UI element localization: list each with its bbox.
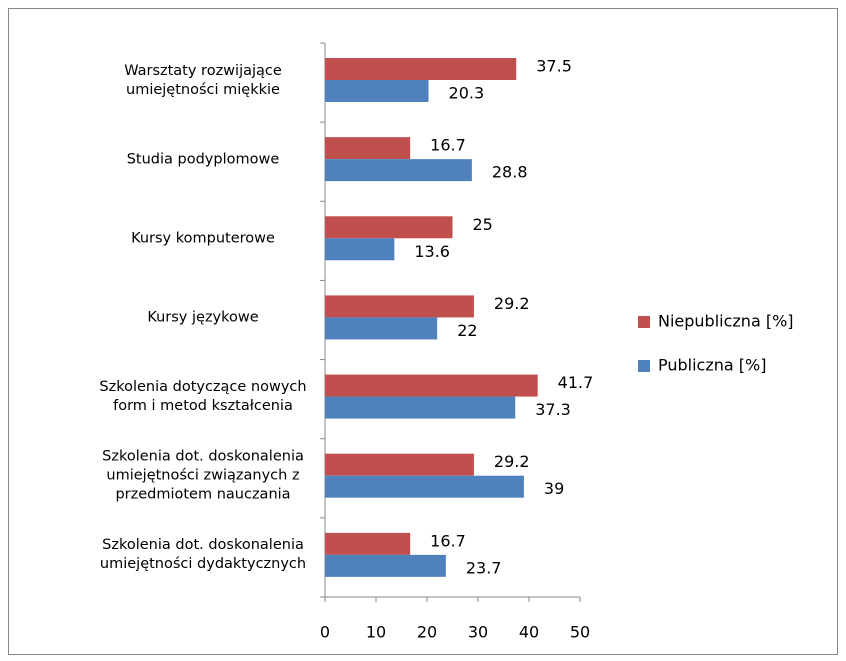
category-label: Kursy komputerowe [131, 230, 275, 247]
bar [325, 396, 516, 419]
x-tick-label: 10 [366, 623, 386, 642]
bar [325, 137, 411, 160]
bar [325, 554, 446, 577]
value-label: 16.7 [430, 136, 466, 155]
category-label: Szkolenia dotyczące nowych form i metod … [99, 379, 307, 415]
x-tick-label: 40 [519, 623, 539, 642]
value-label: 39 [544, 479, 564, 498]
value-label: 37.3 [535, 400, 571, 419]
bar [325, 532, 411, 555]
bar [325, 374, 538, 397]
x-tick-label: 30 [468, 623, 488, 642]
category-label: Szkolenia dot. doskonalenia umiejętności… [102, 448, 304, 503]
bar [325, 475, 524, 498]
value-label: 16.7 [430, 531, 466, 550]
bar [325, 159, 472, 182]
bar [325, 80, 429, 102]
value-label: 41.7 [558, 373, 594, 392]
legend-swatch [638, 360, 650, 372]
bar [325, 216, 453, 239]
category-label: Warsztaty rozwijające umiejętności miękk… [124, 62, 282, 98]
legend-label: Niepubliczna [%] [658, 312, 794, 331]
legend-swatch [638, 316, 650, 328]
bar [325, 58, 517, 80]
legend-label: Publiczna [%] [658, 356, 766, 375]
x-tick-label: 20 [417, 623, 437, 642]
value-label: 37.5 [536, 57, 572, 76]
bar [325, 453, 474, 476]
value-label: 29.2 [494, 452, 530, 471]
x-tick-label: 50 [570, 623, 590, 642]
frame [8, 8, 838, 655]
value-label: 20.3 [449, 84, 485, 103]
value-label: 23.7 [466, 558, 502, 577]
value-label: 22 [457, 321, 477, 340]
x-tick-label: 0 [320, 623, 330, 642]
bar [325, 295, 474, 318]
bar [325, 238, 395, 261]
bar [325, 317, 438, 340]
value-label: 28.8 [492, 163, 528, 182]
category-label: Studia podyplomowe [126, 151, 280, 168]
value-label: 25 [473, 215, 493, 234]
category-label: Kursy językowe [147, 309, 259, 326]
value-label: 13.6 [414, 242, 450, 261]
value-label: 29.2 [494, 294, 530, 313]
category-label: Szkolenia dot. doskonalenia umiejętności… [99, 537, 307, 573]
